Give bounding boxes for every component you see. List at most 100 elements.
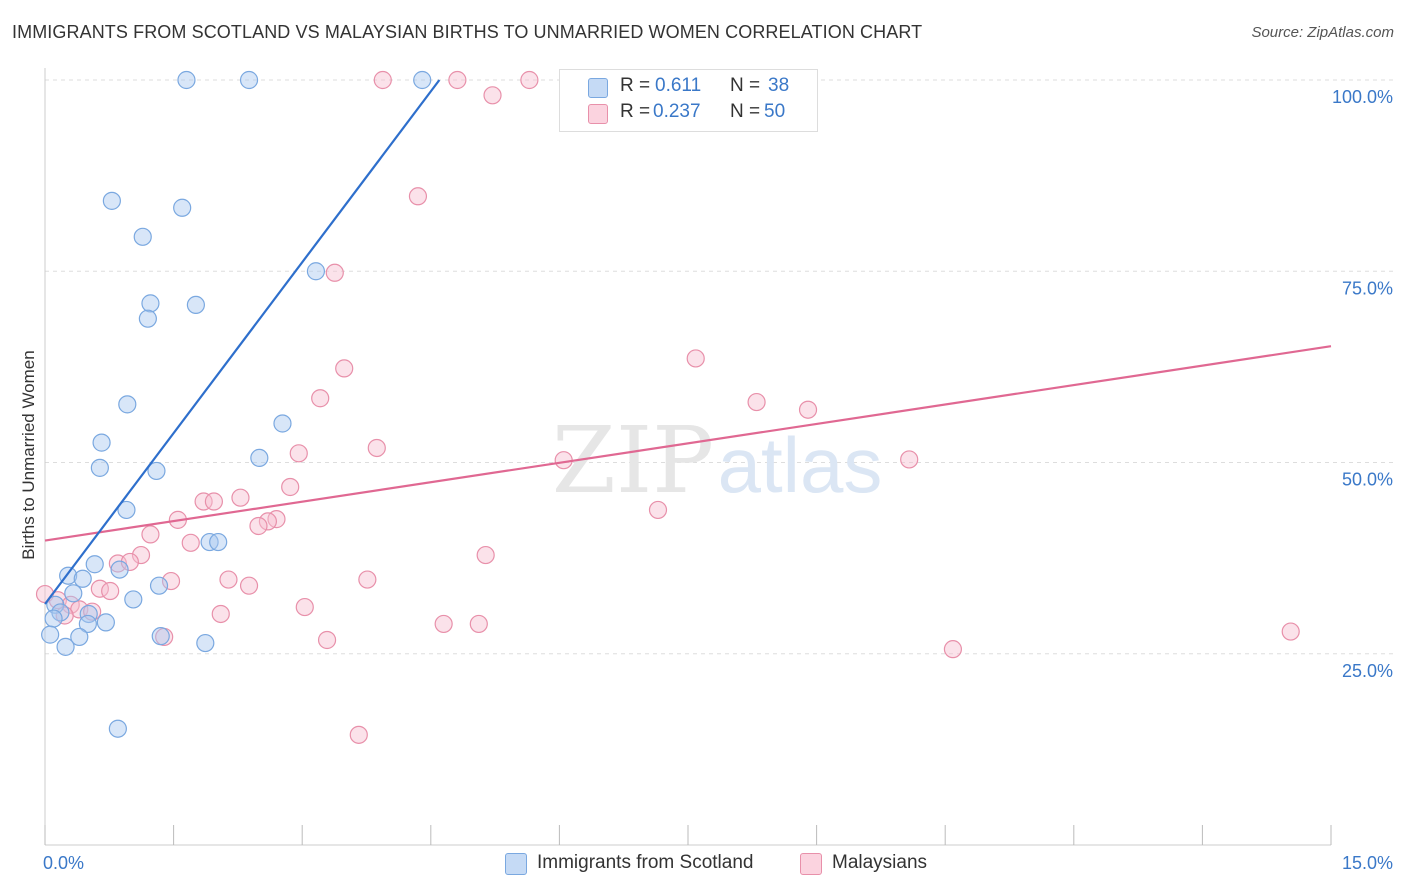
scotland-point [96, 613, 115, 632]
source-label: Source: ZipAtlas.com [1251, 24, 1394, 41]
malaysians-point [249, 516, 268, 536]
legend-swatch-pink [800, 853, 822, 875]
scotland-point [56, 637, 75, 656]
malaysians-point [317, 630, 337, 650]
malaysians-point [161, 571, 181, 591]
malaysians-point [181, 533, 200, 552]
malaysians-point [289, 444, 308, 463]
malaysians-point [1281, 622, 1300, 641]
legend-r-label: R = [620, 75, 651, 96]
malaysians-point [798, 400, 818, 419]
legend-n-label: N = [730, 101, 761, 122]
scotland-point [78, 614, 97, 634]
scotland-point [117, 500, 136, 520]
malaysians-point [686, 349, 705, 368]
malaysians-point [349, 725, 368, 744]
scotland-points [41, 70, 432, 738]
y-tick-label: 100.0% [1332, 87, 1393, 107]
scotland-point [151, 627, 170, 646]
y-axis-label: Births to Unmarried Women [19, 350, 38, 560]
malaysians-point [747, 392, 766, 412]
scotland-point [413, 70, 432, 90]
scotland-point [90, 458, 109, 477]
tick-labels: 25.0% 50.0% 75.0% 100.0% 0.0% 15.0% [43, 87, 1393, 873]
legend-r-value: 0.611 [655, 75, 702, 96]
malaysians-point [358, 570, 377, 589]
scotland-point [92, 433, 111, 452]
scotland-point [209, 532, 228, 552]
malaysians-point [335, 359, 354, 378]
malaysians-point [211, 604, 230, 624]
legend-r-value: 0.237 [653, 101, 701, 122]
scotland-point [118, 395, 137, 414]
watermark: ZIP atlas [552, 407, 882, 514]
malaysians-point [367, 438, 386, 458]
scotland-point [79, 604, 98, 624]
trend-lines [44, 79, 1332, 605]
legend-swatch-blue [588, 78, 608, 98]
legend-swatch-pink [588, 104, 608, 124]
malaysians-trend-line [44, 345, 1332, 542]
scotland-point [149, 576, 169, 595]
scotland-point [108, 719, 127, 738]
scotland-point [73, 569, 92, 588]
legend-r-label: R = [620, 101, 651, 122]
malaysians-point [281, 477, 300, 497]
scotland-point [64, 584, 83, 603]
x-tick-label-min: 0.0% [43, 853, 84, 873]
malaysians-point [520, 70, 539, 90]
chart-title: IMMIGRANTS FROM SCOTLAND VS MALAYSIAN BI… [12, 22, 923, 42]
scotland-point [173, 198, 192, 217]
malaysians-point [648, 500, 668, 520]
scotland-point [273, 414, 292, 433]
scotland-point [102, 191, 121, 210]
malaysians-point [194, 492, 213, 511]
malaysians-point [295, 597, 314, 617]
malaysians-point [311, 389, 330, 408]
malaysians-point [141, 525, 160, 544]
legend-n-label: N = [730, 75, 761, 96]
scotland-point [124, 590, 143, 609]
scotland-point [44, 609, 63, 628]
x-tick-label-max: 15.0% [1342, 853, 1393, 873]
malaysians-point [476, 545, 495, 565]
malaysians-point [469, 614, 488, 634]
malaysians-point [408, 187, 428, 206]
scotland-point [138, 309, 157, 328]
legend-n-value: 38 [768, 75, 790, 96]
scotland-trend-line [44, 79, 441, 605]
malaysians-point [900, 450, 919, 469]
axes [44, 68, 1332, 846]
malaysians-point [131, 545, 151, 565]
malaysians-point [448, 70, 467, 90]
scotland-point [51, 603, 70, 622]
malaysians-point [239, 576, 259, 595]
scotland-point [141, 294, 160, 313]
malaysians-point [219, 570, 238, 589]
legend-swatch-blue [505, 853, 527, 875]
malaysians-point [120, 552, 139, 572]
y-tick-label: 25.0% [1342, 661, 1393, 681]
y-tick-label: 50.0% [1342, 470, 1393, 490]
scotland-point [133, 227, 152, 246]
malaysians-point [258, 512, 278, 531]
malaysians-point [101, 581, 120, 601]
malaysians-point [61, 595, 80, 614]
scotland-point [186, 295, 205, 315]
scotland-point [177, 70, 196, 90]
malaysians-points [35, 70, 1300, 744]
legend-label-malaysians: Malaysians [832, 852, 928, 873]
scotland-point [239, 70, 259, 90]
legend-label-scotland: Immigrants from Scotland [537, 852, 754, 873]
scotland-point [41, 625, 60, 644]
malaysians-point [231, 488, 250, 507]
malaysians-point [204, 492, 223, 511]
malaysians-point [373, 70, 392, 90]
y-tick-label: 75.0% [1342, 278, 1393, 298]
scotland-point [85, 555, 104, 574]
legend-n-value: 50 [764, 101, 786, 122]
scotland-point [250, 448, 269, 468]
scotland-point [306, 262, 326, 281]
scotland-point [110, 560, 129, 579]
